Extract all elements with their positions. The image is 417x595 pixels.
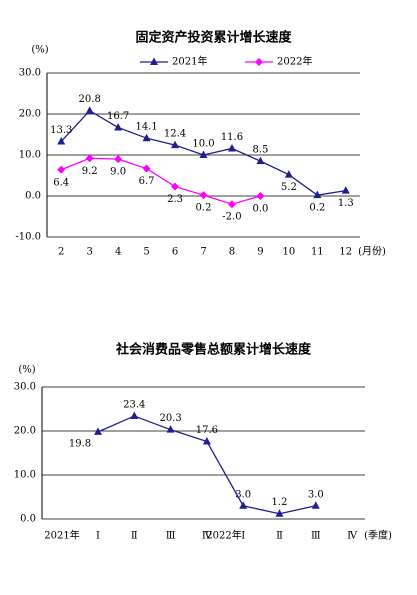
y-tick-label: 20.0	[14, 426, 36, 437]
y-tick-label: 10.0	[19, 150, 41, 161]
x-tick-label: 3	[86, 247, 92, 258]
point	[311, 501, 320, 509]
chart-title: 固定资产投资累计增长速度	[135, 30, 292, 46]
point	[255, 58, 263, 66]
x-tick-label: 5	[143, 247, 149, 258]
point	[142, 133, 151, 142]
x-tick-label: 10	[282, 247, 295, 258]
value-label: 17.6	[196, 425, 218, 436]
value-label: 9.0	[110, 167, 126, 178]
series-line	[60, 157, 261, 205]
x-unit: (季度)	[364, 529, 392, 542]
value-label: 11.6	[221, 132, 243, 143]
y-tick-label: 10.0	[14, 470, 36, 481]
point	[171, 182, 180, 191]
year-label: 2022年	[206, 529, 241, 542]
y-tick-label: 0.0	[20, 514, 36, 525]
x-tick-label: 6	[172, 247, 178, 258]
point	[341, 186, 350, 194]
point	[256, 156, 265, 165]
x-tick-label: Ⅱ	[276, 531, 283, 542]
x-tick-label: 12	[339, 247, 352, 258]
value-label: 0.0	[252, 204, 268, 215]
point	[275, 509, 284, 517]
value-label: 14.1	[135, 122, 157, 133]
x-tick-label: 8	[229, 247, 235, 258]
x-tick-label: Ⅱ	[131, 531, 138, 542]
value-label: 3.0	[235, 489, 251, 500]
x-tick-label: 7	[200, 247, 206, 258]
x-tick-label: Ⅳ	[202, 531, 213, 542]
value-label: 3.0	[308, 489, 324, 500]
value-label: 16.7	[107, 111, 129, 122]
value-label: 1.2	[272, 497, 288, 508]
y-tick-label: 0.0	[25, 191, 41, 202]
point	[199, 150, 208, 158]
value-label: 13.3	[50, 125, 72, 136]
point	[130, 411, 139, 420]
point	[166, 425, 175, 433]
value-label: 10.0	[192, 139, 214, 150]
value-label: 0.2	[309, 203, 325, 214]
point	[94, 427, 102, 435]
point	[284, 170, 293, 178]
point	[171, 140, 180, 149]
x-tick-label: 4	[115, 247, 121, 258]
point	[142, 164, 151, 173]
y-tick-label: 30.0	[19, 68, 41, 79]
value-label: 6.4	[53, 177, 69, 188]
point	[114, 123, 123, 131]
value-label: 1.3	[338, 198, 354, 209]
point	[313, 190, 322, 199]
x-tick-label: Ⅲ	[311, 531, 321, 542]
x-unit: (月份)	[358, 246, 386, 258]
y-tick-label: -10.0	[15, 232, 41, 243]
x-tick-label: 2	[58, 247, 64, 258]
x-tick-label: Ⅰ	[241, 531, 245, 542]
year-label: 2021年	[44, 529, 79, 542]
point	[202, 437, 211, 445]
value-label: 5.2	[281, 182, 297, 193]
point	[114, 155, 123, 164]
value-label: 9.2	[82, 166, 98, 177]
y-tick-label: 30.0	[14, 382, 36, 393]
x-tick-label: 9	[257, 247, 263, 258]
point	[199, 191, 208, 200]
value-label: 19.8	[69, 438, 91, 449]
value-label: 23.4	[123, 400, 145, 411]
value-label: 2.3	[167, 194, 183, 205]
x-tick-label: Ⅳ	[347, 531, 358, 542]
value-label: 6.7	[139, 176, 155, 187]
value-label: 20.3	[159, 413, 181, 424]
point	[239, 501, 248, 509]
point	[57, 136, 66, 145]
value-label: 8.5	[252, 145, 268, 156]
x-tick-label: 11	[311, 247, 324, 258]
value-label: -2.0	[222, 212, 241, 223]
point	[85, 106, 94, 114]
chart-title: 社会消费品零售总额累计增长速度	[115, 342, 312, 358]
y-unit: (%)	[18, 365, 35, 376]
point	[256, 192, 265, 200]
y-unit: (%)	[31, 45, 48, 56]
point	[227, 143, 236, 152]
value-label: 20.8	[79, 94, 101, 105]
x-tick-label: Ⅰ	[96, 531, 100, 542]
point	[150, 57, 158, 65]
point	[227, 200, 236, 209]
y-tick-label: 20.0	[19, 109, 41, 120]
value-label: 12.4	[164, 129, 186, 140]
value-label: 0.2	[196, 203, 212, 214]
legend-label: 2021年	[172, 55, 207, 68]
legend-label: 2022年	[277, 55, 312, 68]
point	[57, 165, 66, 174]
point	[85, 154, 94, 163]
x-tick-label: Ⅲ	[166, 531, 176, 542]
